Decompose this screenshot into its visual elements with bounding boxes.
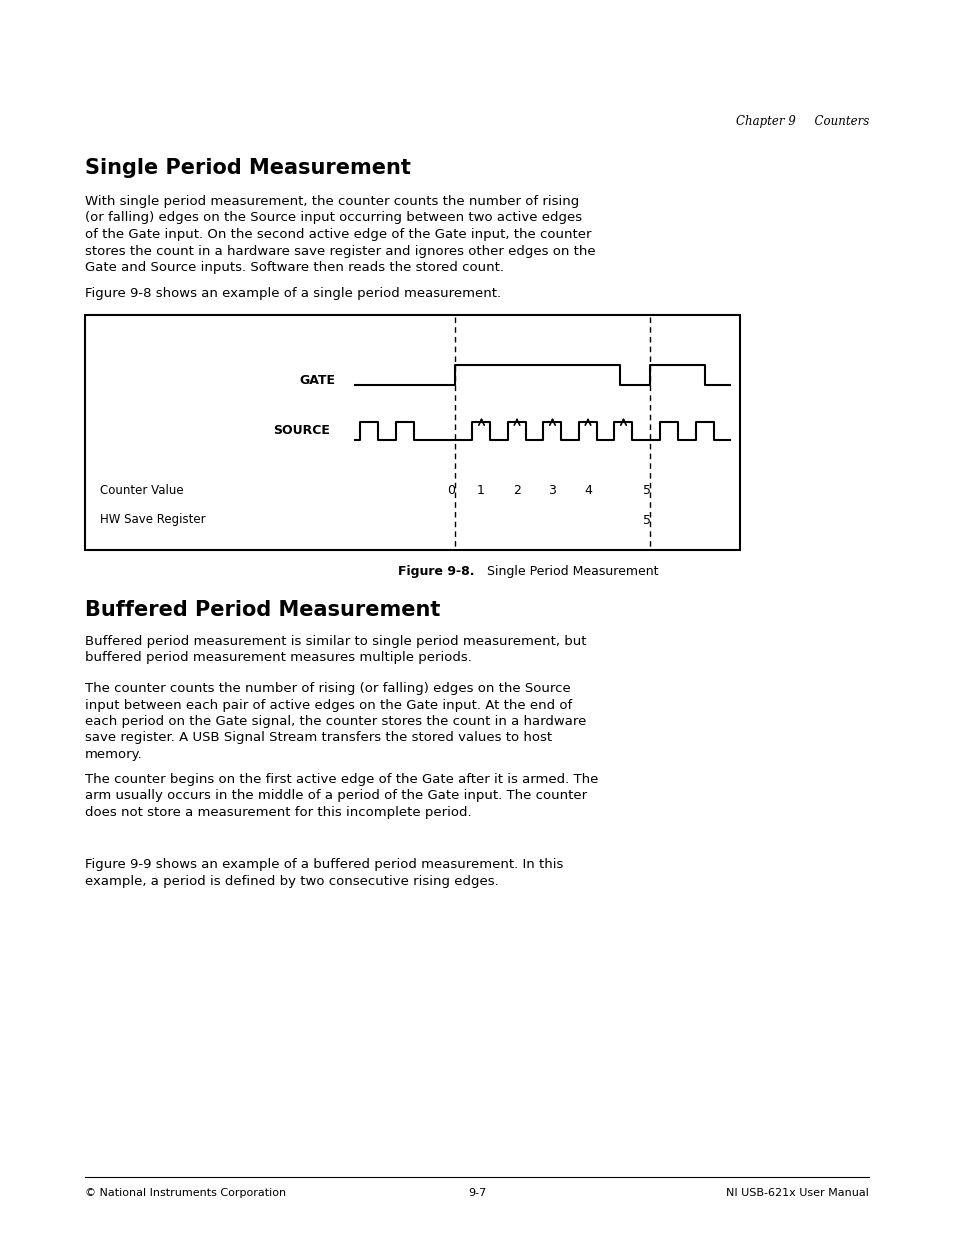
Text: arm usually occurs in the middle of a period of the Gate input. The counter: arm usually occurs in the middle of a pe… [85, 789, 586, 803]
Text: each period on the Gate signal, the counter stores the count in a hardware: each period on the Gate signal, the coun… [85, 715, 586, 727]
Text: Figure 9-8.: Figure 9-8. [398, 564, 475, 578]
Text: 4: 4 [583, 483, 591, 496]
Text: NI USB-621x User Manual: NI USB-621x User Manual [725, 1188, 868, 1198]
Text: does not store a measurement for this incomplete period.: does not store a measurement for this in… [85, 806, 471, 819]
Text: The counter counts the number of rising (or falling) edges on the Source: The counter counts the number of rising … [85, 682, 570, 695]
Text: SOURCE: SOURCE [273, 424, 330, 436]
Text: stores the count in a hardware save register and ignores other edges on the: stores the count in a hardware save regi… [85, 245, 595, 258]
Text: example, a period is defined by two consecutive rising edges.: example, a period is defined by two cons… [85, 874, 498, 888]
Text: input between each pair of active edges on the Gate input. At the end of: input between each pair of active edges … [85, 699, 572, 711]
Text: Gate and Source inputs. Software then reads the stored count.: Gate and Source inputs. Software then re… [85, 261, 503, 274]
Text: Counter Value: Counter Value [100, 483, 183, 496]
Text: With single period measurement, the counter counts the number of rising: With single period measurement, the coun… [85, 195, 578, 207]
Text: 2: 2 [513, 483, 520, 496]
Text: of the Gate input. On the second active edge of the Gate input, the counter: of the Gate input. On the second active … [85, 228, 591, 241]
Text: Chapter 9     Counters: Chapter 9 Counters [735, 115, 868, 128]
Text: 1: 1 [476, 483, 484, 496]
Text: Buffered period measurement is similar to single period measurement, but: Buffered period measurement is similar t… [85, 635, 586, 648]
Text: The counter begins on the first active edge of the Gate after it is armed. The: The counter begins on the first active e… [85, 773, 598, 785]
Text: (or falling) edges on the Source input occurring between two active edges: (or falling) edges on the Source input o… [85, 211, 581, 225]
Text: Figure 9-8 shows an example of a single period measurement.: Figure 9-8 shows an example of a single … [85, 287, 500, 300]
Text: 0: 0 [447, 483, 455, 496]
Text: buffered period measurement measures multiple periods.: buffered period measurement measures mul… [85, 652, 472, 664]
Text: 9-7: 9-7 [467, 1188, 486, 1198]
Bar [85, 315, 740, 550]
Text: 3: 3 [547, 483, 556, 496]
Text: © National Instruments Corporation: © National Instruments Corporation [85, 1188, 286, 1198]
Text: Buffered Period Measurement: Buffered Period Measurement [85, 600, 440, 620]
Text: save register. A USB Signal Stream transfers the stored values to host: save register. A USB Signal Stream trans… [85, 731, 552, 745]
Text: memory.: memory. [85, 748, 143, 761]
Text: HW Save Register: HW Save Register [100, 514, 206, 526]
Text: GATE: GATE [298, 373, 335, 387]
Text: 5: 5 [642, 514, 650, 526]
Text: Figure 9-9 shows an example of a buffered period measurement. In this: Figure 9-9 shows an example of a buffere… [85, 858, 563, 871]
Text: 5: 5 [642, 483, 650, 496]
Text: Single Period Measurement: Single Period Measurement [478, 564, 658, 578]
Text: Single Period Measurement: Single Period Measurement [85, 158, 411, 178]
